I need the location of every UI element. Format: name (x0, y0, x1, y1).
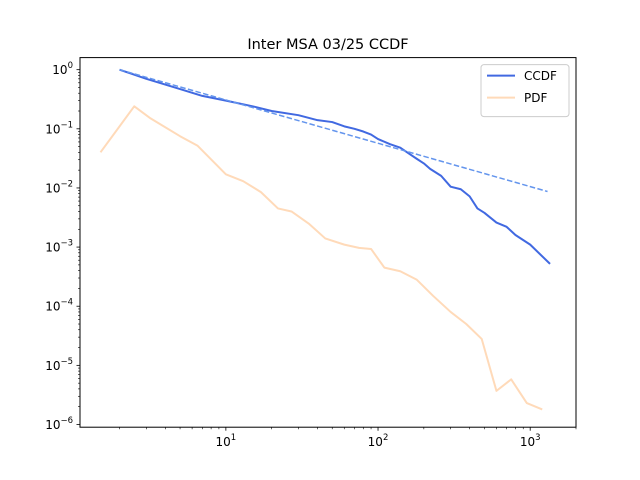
y-axis: 100 10−1 10−2 10−3 10−4 10−5 10−6 (45, 61, 80, 432)
legend: CCDF PDF (480, 64, 570, 118)
series-pdf-line (99, 105, 543, 411)
x-tick-label: 101 (216, 433, 237, 449)
y-tick-label: 100 (52, 61, 73, 77)
y-tick-label: 10−3 (45, 239, 73, 255)
y-tick-label: 10−5 (45, 357, 73, 373)
y-tick-label: 10−4 (45, 298, 73, 314)
legend-label-ccdf: CCDF (524, 69, 557, 83)
plot-area (99, 68, 551, 411)
x-tick-label: 102 (368, 433, 389, 449)
y-tick-label: 10−2 (45, 179, 73, 195)
chart-title: Inter MSA 03/25 CCDF (247, 37, 408, 53)
fit-line (119, 68, 548, 193)
y-tick-label: 10−1 (45, 120, 73, 136)
x-tick-label: 103 (520, 433, 541, 449)
legend-box (480, 64, 570, 118)
x-axis: 101 102 103 (119, 427, 577, 449)
axes-frame (79, 57, 577, 428)
series-ccdf-line (119, 68, 551, 265)
y-tick-label: 10−6 (45, 416, 73, 432)
legend-label-pdf: PDF (524, 91, 547, 105)
